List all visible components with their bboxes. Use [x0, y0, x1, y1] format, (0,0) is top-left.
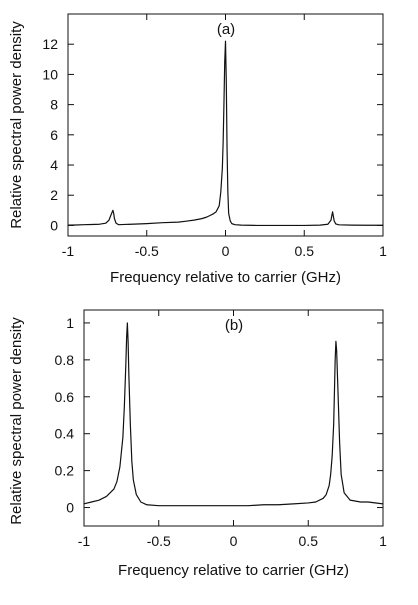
panel-label-b: (b)	[225, 317, 243, 334]
x-tick-label-a-4: 1	[379, 243, 387, 259]
x-tick-label-b-4: 1	[379, 533, 387, 549]
x-tick-label-a-1: -0.5	[135, 243, 159, 259]
y-axis-title-a: Relative spectral power density	[8, 21, 25, 229]
y-tick-label-b-2: 0.4	[55, 426, 75, 442]
x-tick-label-b-1: -0.5	[147, 533, 171, 549]
y-tick-label-b-4: 0.8	[55, 352, 75, 368]
x-tick-label-b-0: -1	[78, 533, 91, 549]
x-tick-label-a-0: -1	[62, 243, 75, 259]
y-tick-label-b-5: 1	[66, 315, 74, 331]
plot-frame-b	[83, 309, 384, 527]
x-tick-label-a-2: 0	[222, 243, 230, 259]
spectrum-line-b	[83, 322, 384, 507]
chart-panel-a: -1 -0.5 0 0.5 1 0 2 4 6 8 10 12 (a) Frequency rela…	[8, 13, 387, 286]
x-axis-title-b: Frequency relative to carrier (GHz)	[118, 562, 349, 579]
x-ticks-b: -1 -0.5 0 0.5 1	[78, 310, 387, 549]
x-tick-label-b-2: 0	[230, 533, 238, 549]
x-axis-title-a: Frequency relative to carrier (GHz)	[110, 269, 341, 286]
y-tick-label-a-1: 2	[50, 187, 58, 203]
panel-label-a: (a)	[217, 21, 235, 38]
y-tick-label-b-0: 0	[66, 500, 74, 516]
y-tick-label-b-3: 0.6	[55, 389, 75, 405]
y-tick-label-b-1: 0.2	[55, 463, 75, 479]
y-tick-label-a-4: 8	[50, 97, 58, 113]
chart-panel-b: -1 -0.5 0 0.5 1 0 0.2 0.4 0.6 0.8 1 (b) Frequency…	[8, 309, 387, 579]
y-tick-label-a-3: 6	[50, 127, 58, 143]
x-tick-label-b-3: 0.5	[299, 533, 319, 549]
y-tick-label-a-2: 4	[50, 157, 58, 173]
y-ticks-b: 0 0.2 0.4 0.6 0.8 1	[55, 315, 383, 516]
x-ticks-a: -1 -0.5 0 0.5 1	[62, 14, 387, 259]
y-tick-label-a-5: 10	[42, 66, 58, 82]
y-tick-label-a-0: 0	[50, 217, 58, 233]
y-ticks-a: 0 2 4 6 8 10 12	[42, 36, 383, 233]
y-tick-label-a-6: 12	[42, 36, 58, 52]
x-tick-label-a-3: 0.5	[295, 243, 315, 259]
spectrum-line-a	[67, 40, 384, 227]
y-axis-title-b: Relative spectral power density	[8, 317, 25, 525]
